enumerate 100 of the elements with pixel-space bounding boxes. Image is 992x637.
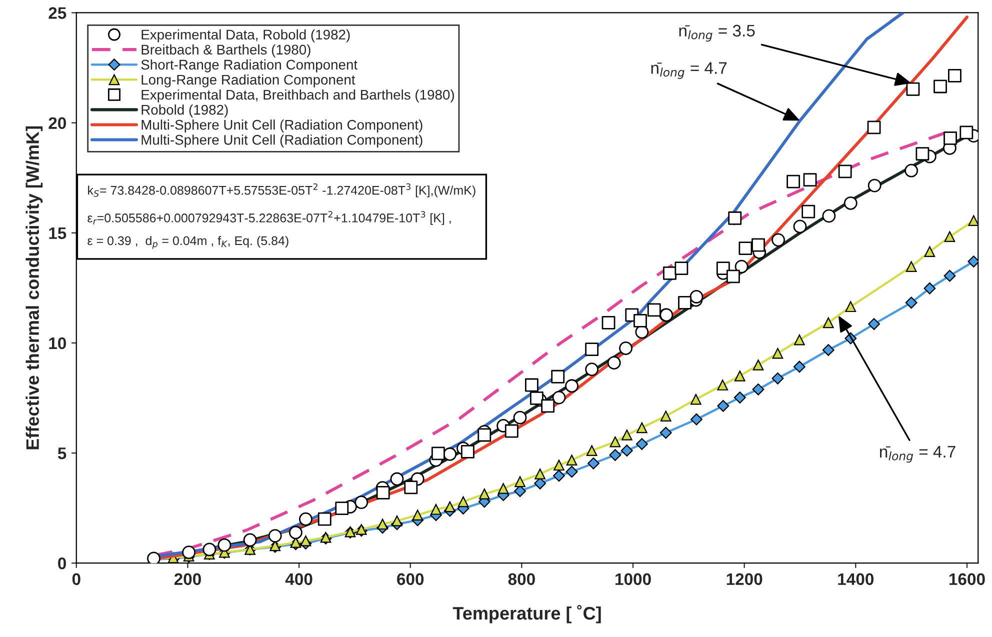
point bbox=[634, 314, 647, 328]
point bbox=[678, 296, 692, 310]
legend-label: Experimental Data, Robold (1982) bbox=[142, 29, 350, 42]
point bbox=[845, 301, 856, 312]
point bbox=[752, 360, 764, 370]
point bbox=[288, 526, 302, 540]
point bbox=[588, 457, 600, 470]
y-tick-label: 0 bbox=[58, 558, 66, 570]
point bbox=[904, 164, 918, 178]
point bbox=[802, 204, 816, 218]
point bbox=[478, 488, 490, 500]
point bbox=[906, 261, 917, 272]
point bbox=[786, 174, 800, 188]
point bbox=[716, 262, 730, 276]
point bbox=[431, 446, 445, 460]
point bbox=[607, 356, 621, 370]
point bbox=[717, 380, 728, 390]
point bbox=[377, 518, 388, 530]
x-tick-label: 0 bbox=[72, 573, 80, 586]
point bbox=[458, 496, 469, 508]
point bbox=[822, 344, 834, 356]
point bbox=[772, 348, 784, 359]
point bbox=[619, 342, 632, 355]
point bbox=[602, 316, 616, 330]
point bbox=[636, 422, 648, 434]
annotation: ε = 0.39 , d$_{p}$ = 0.04m , f$_{K}$, Eq. (5.84) bbox=[88, 236, 288, 249]
point bbox=[944, 270, 956, 282]
point bbox=[690, 394, 702, 405]
point bbox=[924, 282, 936, 294]
point bbox=[318, 512, 332, 526]
point bbox=[443, 447, 457, 461]
point bbox=[772, 372, 784, 384]
point bbox=[663, 266, 676, 280]
point bbox=[660, 426, 672, 439]
point bbox=[674, 262, 688, 276]
y-tick-label: 10 bbox=[49, 337, 66, 350]
point bbox=[934, 80, 947, 94]
point bbox=[944, 132, 957, 145]
point bbox=[566, 454, 578, 466]
point bbox=[944, 231, 956, 242]
point bbox=[390, 472, 404, 486]
point bbox=[728, 211, 742, 225]
point bbox=[734, 260, 748, 274]
x-tick-label: 1400 bbox=[838, 573, 874, 586]
legend-label: Breitbach & Barthels (1980) bbox=[142, 44, 310, 58]
point bbox=[376, 486, 390, 500]
point bbox=[498, 483, 509, 494]
point bbox=[752, 238, 765, 252]
point bbox=[585, 362, 599, 376]
point bbox=[734, 370, 746, 382]
y-axis-title: Effective thermal conductivity [W/mK] bbox=[26, 126, 43, 450]
point bbox=[513, 410, 527, 424]
point bbox=[609, 449, 622, 461]
point bbox=[867, 120, 881, 134]
point bbox=[905, 296, 918, 309]
point bbox=[478, 428, 492, 442]
annotation: n̄$_{long}$ = 4.7 bbox=[651, 62, 727, 79]
point bbox=[726, 270, 740, 284]
point bbox=[541, 399, 555, 413]
point bbox=[794, 334, 805, 346]
point bbox=[822, 209, 836, 223]
point bbox=[844, 196, 858, 210]
point bbox=[530, 392, 544, 405]
point bbox=[514, 476, 526, 488]
point bbox=[636, 438, 648, 450]
x-tick-label: 800 bbox=[508, 573, 535, 586]
point bbox=[335, 502, 349, 515]
point bbox=[354, 496, 368, 510]
y-tick-label: 15 bbox=[49, 227, 66, 240]
point bbox=[430, 504, 442, 515]
point bbox=[734, 392, 746, 404]
point bbox=[868, 318, 880, 330]
point bbox=[299, 512, 312, 526]
point bbox=[803, 173, 817, 187]
point bbox=[504, 424, 518, 438]
y-tick-label: 5 bbox=[58, 448, 66, 460]
x-tick-label: 1600 bbox=[949, 573, 985, 586]
annotation: k$_{S}$= 73.8428-0.0898607T+5.57553E-05T$^{2}$ -1.27420E-08T$^{3}$ [K],(W/mK) bbox=[88, 183, 476, 198]
point bbox=[968, 256, 978, 268]
point bbox=[868, 178, 882, 192]
annotation: n̄$_{long}$ = 3.5 bbox=[679, 24, 755, 42]
x-tick-label: 200 bbox=[174, 573, 201, 586]
point bbox=[586, 445, 598, 456]
point bbox=[182, 546, 196, 560]
point bbox=[553, 470, 565, 482]
y-tick-label: 20 bbox=[48, 117, 66, 130]
point bbox=[300, 535, 312, 546]
point bbox=[412, 510, 424, 521]
y-tick-label: 25 bbox=[48, 7, 66, 19]
point bbox=[610, 436, 621, 448]
legend-label: Multi-Sphere Unit Cell (Radiation Component) bbox=[142, 134, 422, 148]
point bbox=[565, 379, 578, 393]
point bbox=[392, 515, 402, 526]
point bbox=[460, 445, 474, 458]
annotation: ε$_{r}$=0.505586+0.000792943T-5.22863E-07T$^{2}$+1.10479E-10T$^{3}$ [K] , bbox=[88, 211, 451, 225]
point bbox=[752, 383, 764, 396]
legend-label: Long-Range Radiation Component bbox=[142, 74, 356, 88]
legend-label: Experimental Data, Breithbach and Barthels (1980) bbox=[142, 89, 454, 102]
point bbox=[916, 147, 930, 161]
x-tick-label: 600 bbox=[397, 573, 424, 586]
